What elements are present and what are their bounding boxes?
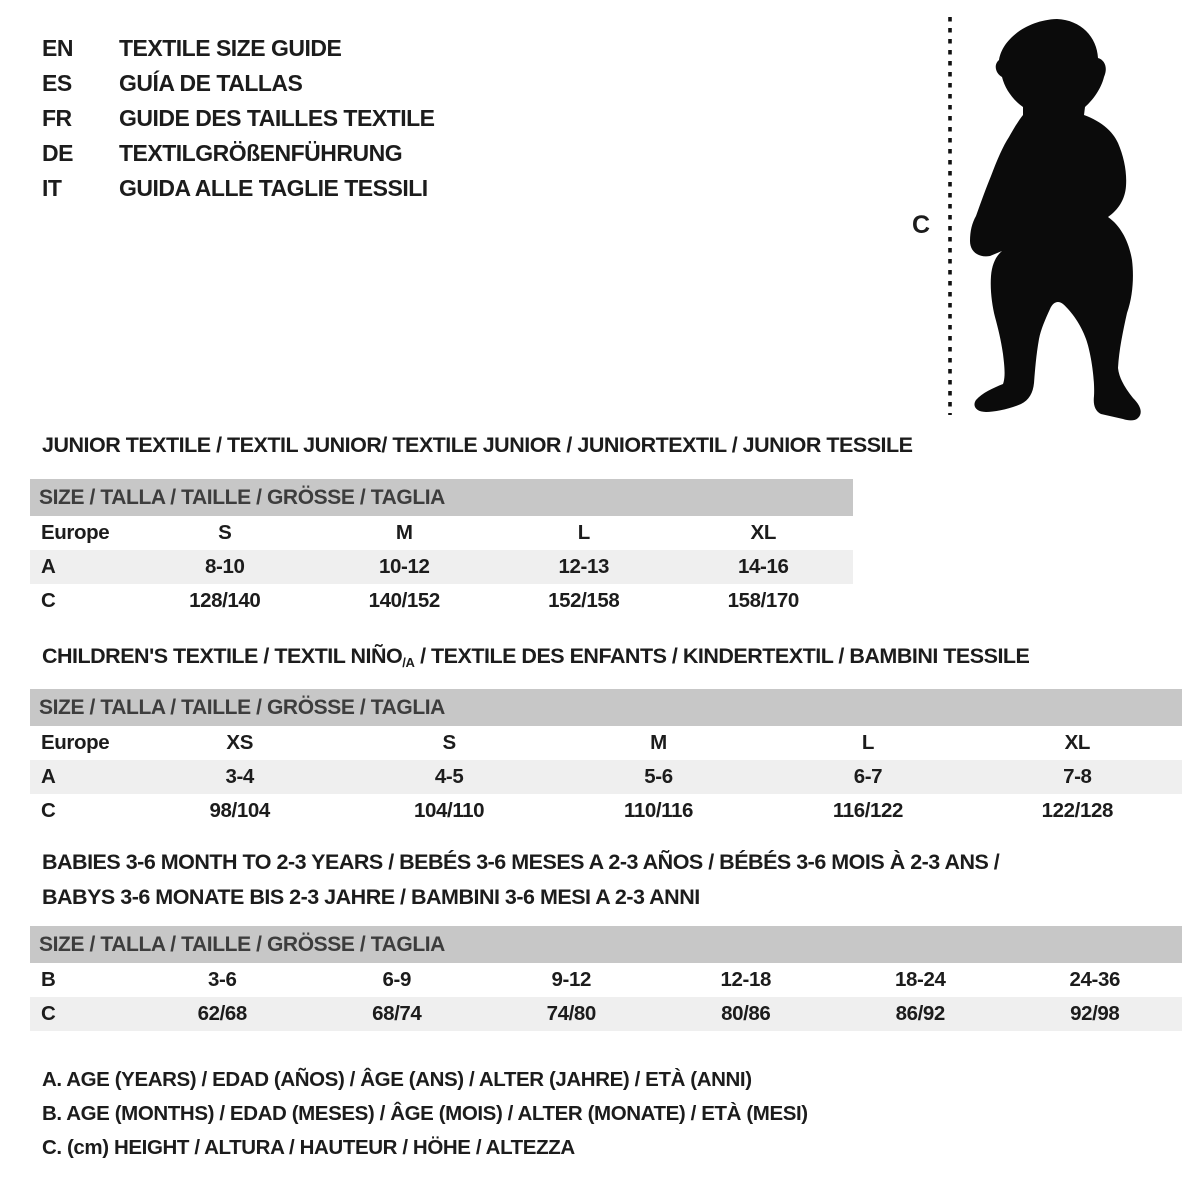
table-cell: M — [395, 521, 413, 544]
table-cell: 7-8 — [1063, 765, 1092, 788]
size-table-header: SIZE / TALLA / TAILLE / GRÖSSE / TAGLIA — [30, 926, 1182, 963]
height-measure-label: C — [911, 211, 931, 239]
table-cell: 12-13 — [558, 555, 610, 578]
table-cell: 10-12 — [379, 555, 430, 578]
table-row: A 3-4 4-5 5-6 6-7 7-8 — [30, 760, 1182, 794]
table-cell: 5-6 — [644, 765, 673, 788]
table-cell: 152/158 — [548, 589, 620, 612]
language-code: IT — [42, 175, 62, 201]
legend-line-a: A. AGE (YEARS) / EDAD (AÑOS) / ÂGE (ANS)… — [42, 1068, 752, 1091]
table-cell: 9-12 — [551, 968, 592, 991]
table-row: C 62/68 68/74 74/80 80/86 86/92 92/98 — [30, 997, 1182, 1031]
table-cell: 128/140 — [189, 589, 261, 612]
language-row-es: ES GUÍA DE TALLAS — [42, 66, 435, 101]
table-cell: XL — [1064, 731, 1091, 754]
table-cell: 140/152 — [368, 589, 441, 612]
table-cell: 158/170 — [727, 589, 800, 612]
table-row: C 98/104 104/110 110/116 116/122 122/128 — [30, 794, 1182, 828]
row-label: Europe — [41, 731, 110, 754]
language-row-it: IT GUIDA ALLE TAGLIE TESSILI — [42, 171, 435, 206]
table-cell: 12-18 — [720, 968, 772, 991]
table-cell: S — [442, 731, 456, 754]
measurement-figure — [900, 6, 1190, 426]
language-title: GUIDA ALLE TAGLIE TESSILI — [119, 175, 428, 201]
children-title-post: / TEXTILE DES ENFANTS / KINDERTEXTIL / B… — [414, 644, 1030, 668]
table-rows: Europe XS S M L XL A 3-4 4-5 5-6 6-7 7-8 C 98/104 104/… — [30, 726, 1182, 828]
row-label: B — [41, 968, 56, 991]
language-code: DE — [42, 140, 73, 166]
toddler-silhouette-icon — [948, 17, 1141, 421]
children-size-table: SIZE / TALLA / TAILLE / GRÖSSE / TAGLIA … — [30, 689, 1182, 828]
size-table-header: SIZE / TALLA / TAILLE / GRÖSSE / TAGLIA — [30, 689, 1182, 726]
language-list: EN TEXTILE SIZE GUIDE ES GUÍA DE TALLAS … — [42, 31, 435, 206]
children-section-title: CHILDREN'S TEXTILE / TEXTIL NIÑO/A / TEX… — [42, 644, 1030, 670]
language-title: GUIDE DES TAILLES TEXTILE — [119, 105, 435, 131]
legend-line-c: C. (cm) HEIGHT / ALTURA / HAUTEUR / HÖHE… — [42, 1136, 575, 1159]
table-cell: 6-9 — [382, 968, 412, 991]
language-code: ES — [42, 70, 72, 96]
language-title: GUÍA DE TALLAS — [119, 70, 303, 96]
toddler-silhouette-path — [970, 19, 1141, 421]
table-cell: 122/128 — [1041, 799, 1114, 822]
table-cell: 92/98 — [1070, 1002, 1120, 1025]
table-cell: 62/68 — [197, 1002, 248, 1025]
table-cell: 14-16 — [738, 555, 789, 578]
babies-title-line1: BABIES 3-6 MONTH TO 2-3 YEARS / BEBÉS 3-… — [42, 850, 1000, 874]
junior-size-table: SIZE / TALLA / TAILLE / GRÖSSE / TAGLIA … — [30, 479, 853, 618]
language-title: TEXTILGRÖßENFÜHRUNG — [119, 140, 403, 166]
table-cell: 18-24 — [895, 968, 946, 991]
measurement-legend: A. AGE (YEARS) / EDAD (AÑOS) / ÂGE (ANS)… — [42, 1063, 808, 1165]
language-code: FR — [42, 105, 72, 131]
legend-line-b: B. AGE (MONTHS) / EDAD (MESES) / ÂGE (MO… — [42, 1102, 808, 1125]
table-row: A 8-10 10-12 12-13 14-16 — [30, 550, 853, 584]
table-cell: 80/86 — [721, 1002, 771, 1025]
row-label: C — [41, 1002, 56, 1025]
table-row: C 128/140 140/152 152/158 158/170 — [30, 584, 853, 618]
table-cell: M — [650, 731, 667, 754]
table-cell: XL — [750, 521, 777, 544]
table-cell: 68/74 — [372, 1002, 422, 1025]
row-label: C — [41, 799, 56, 822]
table-cell: 8-10 — [205, 555, 245, 578]
table-cell: 86/92 — [895, 1002, 946, 1025]
size-table-header: SIZE / TALLA / TAILLE / GRÖSSE / TAGLIA — [30, 479, 853, 516]
table-cell: 6-7 — [853, 765, 883, 788]
table-cell: 3-6 — [208, 968, 237, 991]
table-rows: B 3-6 6-9 9-12 12-18 18-24 24-36 C 62/68 68/74 74/… — [30, 963, 1182, 1031]
table-rows: Europe S M L XL A 8-10 10-12 12-13 14-16 C 128/140 1… — [30, 516, 853, 618]
babies-size-table: SIZE / TALLA / TAILLE / GRÖSSE / TAGLIA … — [30, 926, 1182, 1031]
language-code: EN — [42, 35, 73, 61]
children-title-sub: /A — [402, 655, 415, 670]
table-cell: L — [577, 521, 591, 544]
table-cell: 98/104 — [209, 799, 271, 822]
table-cell: 24-36 — [1069, 968, 1121, 991]
language-title: TEXTILE SIZE GUIDE — [119, 35, 342, 61]
row-label: A — [41, 555, 56, 578]
table-cell: XS — [226, 731, 253, 754]
row-label: A — [41, 765, 56, 788]
table-cell: 110/116 — [623, 799, 694, 822]
babies-section-title: BABIES 3-6 MONTH TO 2-3 YEARS / BEBÉS 3-… — [42, 845, 1042, 915]
table-cell: 74/80 — [546, 1002, 597, 1025]
table-cell: 3-4 — [225, 765, 254, 788]
table-row: B 3-6 6-9 9-12 12-18 18-24 24-36 — [30, 963, 1182, 997]
junior-section-title: JUNIOR TEXTILE / TEXTIL JUNIOR/ TEXTILE … — [42, 433, 913, 457]
table-cell: 116/122 — [832, 799, 904, 822]
table-cell: S — [218, 521, 232, 544]
table-cell: L — [861, 731, 875, 754]
children-title-pre: CHILDREN'S TEXTILE / TEXTIL NIÑO — [42, 644, 403, 668]
babies-title-line2: BABYS 3-6 MONATE BIS 2-3 JAHRE / BAMBINI… — [42, 885, 700, 909]
table-cell: 104/110 — [414, 799, 485, 822]
table-row: Europe XS S M L XL — [30, 726, 1182, 760]
language-row-de: DE TEXTILGRÖßENFÜHRUNG — [42, 136, 435, 171]
table-cell: 4-5 — [434, 765, 464, 788]
row-label: C — [41, 589, 56, 612]
language-row-en: EN TEXTILE SIZE GUIDE — [42, 31, 435, 66]
row-label: Europe — [41, 521, 110, 544]
language-row-fr: FR GUIDE DES TAILLES TEXTILE — [42, 101, 435, 136]
table-row: Europe S M L XL — [30, 516, 853, 550]
